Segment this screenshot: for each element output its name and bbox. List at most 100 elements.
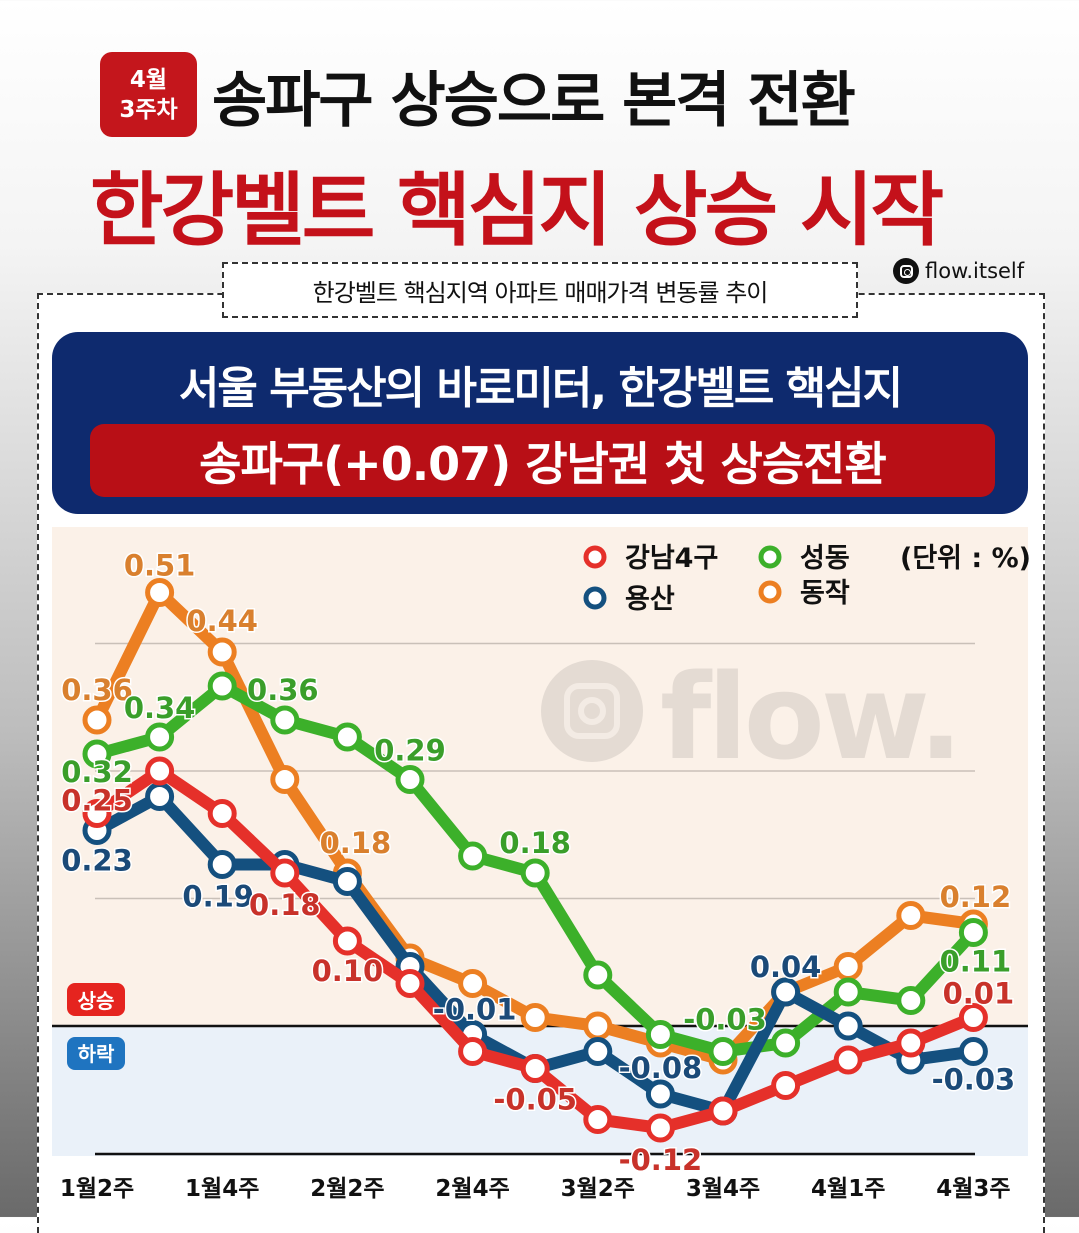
data-point — [458, 1037, 488, 1066]
series-성동 — [82, 671, 988, 1066]
legend-label: 용산 — [625, 584, 675, 615]
watermark-text: flow. — [660, 648, 959, 786]
data-label: 0.10 — [312, 954, 384, 988]
x-tick-label: 3월4주 — [686, 1176, 760, 1202]
fall-zone-bg — [52, 1026, 1028, 1156]
data-point — [145, 782, 175, 811]
data-point — [833, 1045, 863, 1075]
handle-text: flow.itself — [925, 259, 1025, 283]
data-point — [520, 858, 550, 888]
data-label: -0.03 — [683, 1003, 767, 1037]
watermark: flow. — [541, 648, 963, 786]
data-label: 0.51 — [124, 549, 196, 583]
data-point — [207, 671, 237, 701]
legend-marker-icon — [758, 580, 782, 604]
unit-label: (단위 : %) — [900, 543, 1031, 574]
data-label: -0.03 — [932, 1063, 1016, 1097]
data-point — [896, 986, 926, 1015]
data-point — [270, 705, 300, 735]
data-point — [958, 1037, 988, 1066]
rise-badge: 상승 — [67, 983, 125, 1016]
data-point — [645, 1113, 675, 1143]
legend-item: 동작 — [758, 578, 850, 609]
data-point — [771, 1071, 801, 1100]
data-point — [520, 1003, 550, 1032]
data-label: 0.18 — [249, 888, 321, 922]
data-point — [207, 637, 237, 667]
data-label: 0.36 — [247, 673, 319, 707]
headline-red: 한강벨트 핵심지 상승 시작 — [90, 164, 944, 257]
legend-item: 용산 — [583, 584, 675, 615]
data-point — [332, 722, 362, 752]
data-label: -0.08 — [619, 1051, 703, 1085]
data-point — [395, 969, 425, 998]
data-point — [833, 952, 863, 981]
data-label: 0.32 — [61, 755, 133, 789]
data-point — [458, 841, 488, 871]
x-tick-label: 1월4주 — [185, 1176, 259, 1202]
data-point — [145, 578, 175, 607]
data-label: 0.01 — [943, 977, 1015, 1011]
data-label: 0.18 — [499, 826, 571, 860]
fall-label: 하락 — [78, 1042, 115, 1066]
data-point — [583, 1011, 613, 1041]
data-label: -0.12 — [619, 1143, 703, 1177]
rise-label: 상승 — [78, 989, 115, 1013]
data-label: 0.44 — [186, 604, 258, 638]
chart-subtitle: 한강벨트 핵심지역 아파트 매매가격 변동률 추이 — [222, 262, 858, 318]
data-point — [645, 1079, 675, 1109]
data-point — [332, 867, 362, 896]
x-tick-label: 2월2주 — [310, 1176, 384, 1202]
data-label: 0.36 — [61, 673, 133, 707]
data-label: 0.12 — [940, 880, 1012, 914]
data-label: 0.19 — [182, 880, 254, 914]
data-label: 0.11 — [940, 945, 1012, 979]
data-point — [583, 1037, 613, 1066]
legend-label: 동작 — [800, 578, 850, 609]
data-point — [458, 969, 488, 998]
legend-marker-icon — [583, 586, 607, 610]
data-point — [645, 1020, 675, 1049]
banner-line2: 송파구(+0.07) 강남권 첫 상승전환 — [90, 424, 995, 497]
data-point — [82, 705, 112, 735]
x-tick-label: 2월4주 — [435, 1176, 509, 1202]
data-label: 0.29 — [374, 734, 446, 768]
data-point — [82, 739, 112, 769]
data-point — [395, 765, 425, 794]
data-point — [583, 960, 613, 990]
data-point — [207, 799, 237, 828]
data-point — [958, 1003, 988, 1032]
data-point — [583, 1105, 613, 1134]
data-point — [771, 1028, 801, 1058]
data-label: 0.23 — [61, 844, 133, 878]
x-tick-label: 3월2주 — [561, 1176, 635, 1202]
data-label: 0.25 — [61, 784, 133, 818]
data-label: -0.01 — [433, 993, 517, 1027]
badge-month: 4월 — [129, 66, 168, 93]
data-point — [896, 1028, 926, 1058]
data-label: 0.34 — [124, 691, 196, 725]
x-tick-label: 1월2주 — [60, 1176, 134, 1202]
data-label: 0.18 — [320, 826, 392, 860]
data-label: 0.04 — [750, 950, 822, 984]
data-point — [145, 756, 175, 786]
data-point — [708, 1096, 738, 1126]
legend-item: 강남4구 — [583, 543, 718, 574]
week-badge: 4월 3주차 — [100, 52, 197, 137]
headline: 송파구 상승으로 본격 전환 — [212, 66, 856, 136]
data-point — [145, 722, 175, 752]
legend-label: 강남4구 — [625, 543, 718, 574]
fall-badge: 하락 — [67, 1037, 125, 1070]
legend-marker-icon — [583, 545, 607, 569]
x-tick-label: 4월1주 — [811, 1176, 885, 1202]
banner-line1: 서울 부동산의 바로미터, 한강벨트 핵심지 — [178, 363, 903, 414]
data-point — [833, 1011, 863, 1041]
data-point — [958, 918, 988, 947]
series-강남4구 — [82, 756, 988, 1143]
data-point — [82, 799, 112, 828]
instagram-icon — [893, 258, 919, 284]
watermark-instagram-icon — [541, 660, 643, 762]
legend-item: 성동 — [758, 543, 850, 574]
data-point — [270, 765, 300, 794]
